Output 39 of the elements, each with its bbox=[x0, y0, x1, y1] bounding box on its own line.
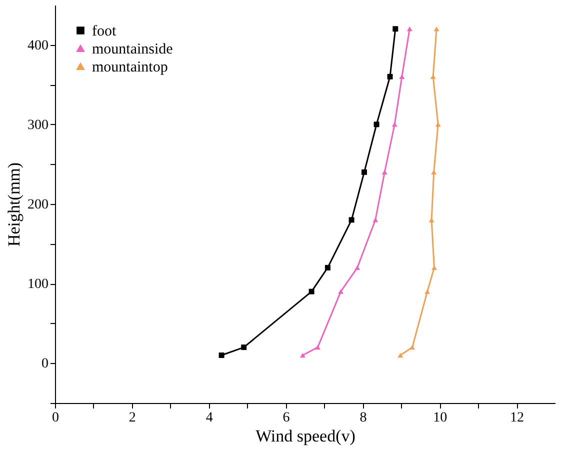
point bbox=[374, 122, 380, 128]
x-tick-label: 0 bbox=[52, 410, 59, 426]
point bbox=[300, 352, 306, 358]
legend-label: foot bbox=[92, 24, 117, 40]
point bbox=[435, 122, 441, 127]
y-tick-label: 100 bbox=[28, 277, 48, 292]
point bbox=[406, 26, 412, 32]
point bbox=[392, 26, 398, 32]
point bbox=[382, 170, 388, 175]
x-tick-label: 10 bbox=[433, 410, 448, 426]
legend-label: mountainside bbox=[92, 42, 174, 58]
x-tick-label: 4 bbox=[206, 410, 213, 426]
point bbox=[314, 344, 320, 350]
point bbox=[218, 352, 224, 358]
x-tick-label: 6 bbox=[282, 410, 290, 426]
x-tick-label: 8 bbox=[360, 410, 367, 426]
point bbox=[392, 122, 398, 127]
y-tick-label: 300 bbox=[28, 118, 48, 133]
point bbox=[410, 344, 416, 350]
point bbox=[398, 352, 404, 358]
point bbox=[361, 169, 367, 175]
point bbox=[338, 289, 344, 294]
point bbox=[324, 264, 330, 270]
point bbox=[387, 74, 393, 80]
x-tick-label: 12 bbox=[510, 410, 524, 426]
y-tick-label: 400 bbox=[28, 38, 48, 54]
y-tick-label: 200 bbox=[28, 198, 48, 212]
point bbox=[424, 289, 430, 294]
x-tick-label: 2 bbox=[128, 410, 136, 426]
legend-label: mountaintop bbox=[92, 60, 168, 76]
point bbox=[241, 344, 247, 350]
point bbox=[354, 265, 360, 270]
point bbox=[434, 26, 440, 32]
y-axis-title: Height(mm) bbox=[4, 162, 24, 247]
point bbox=[348, 217, 354, 223]
y-tick-label: 0 bbox=[42, 356, 48, 372]
x-axis-title: Wind speed(v) bbox=[256, 426, 356, 446]
point bbox=[308, 288, 314, 294]
point bbox=[372, 218, 378, 222]
